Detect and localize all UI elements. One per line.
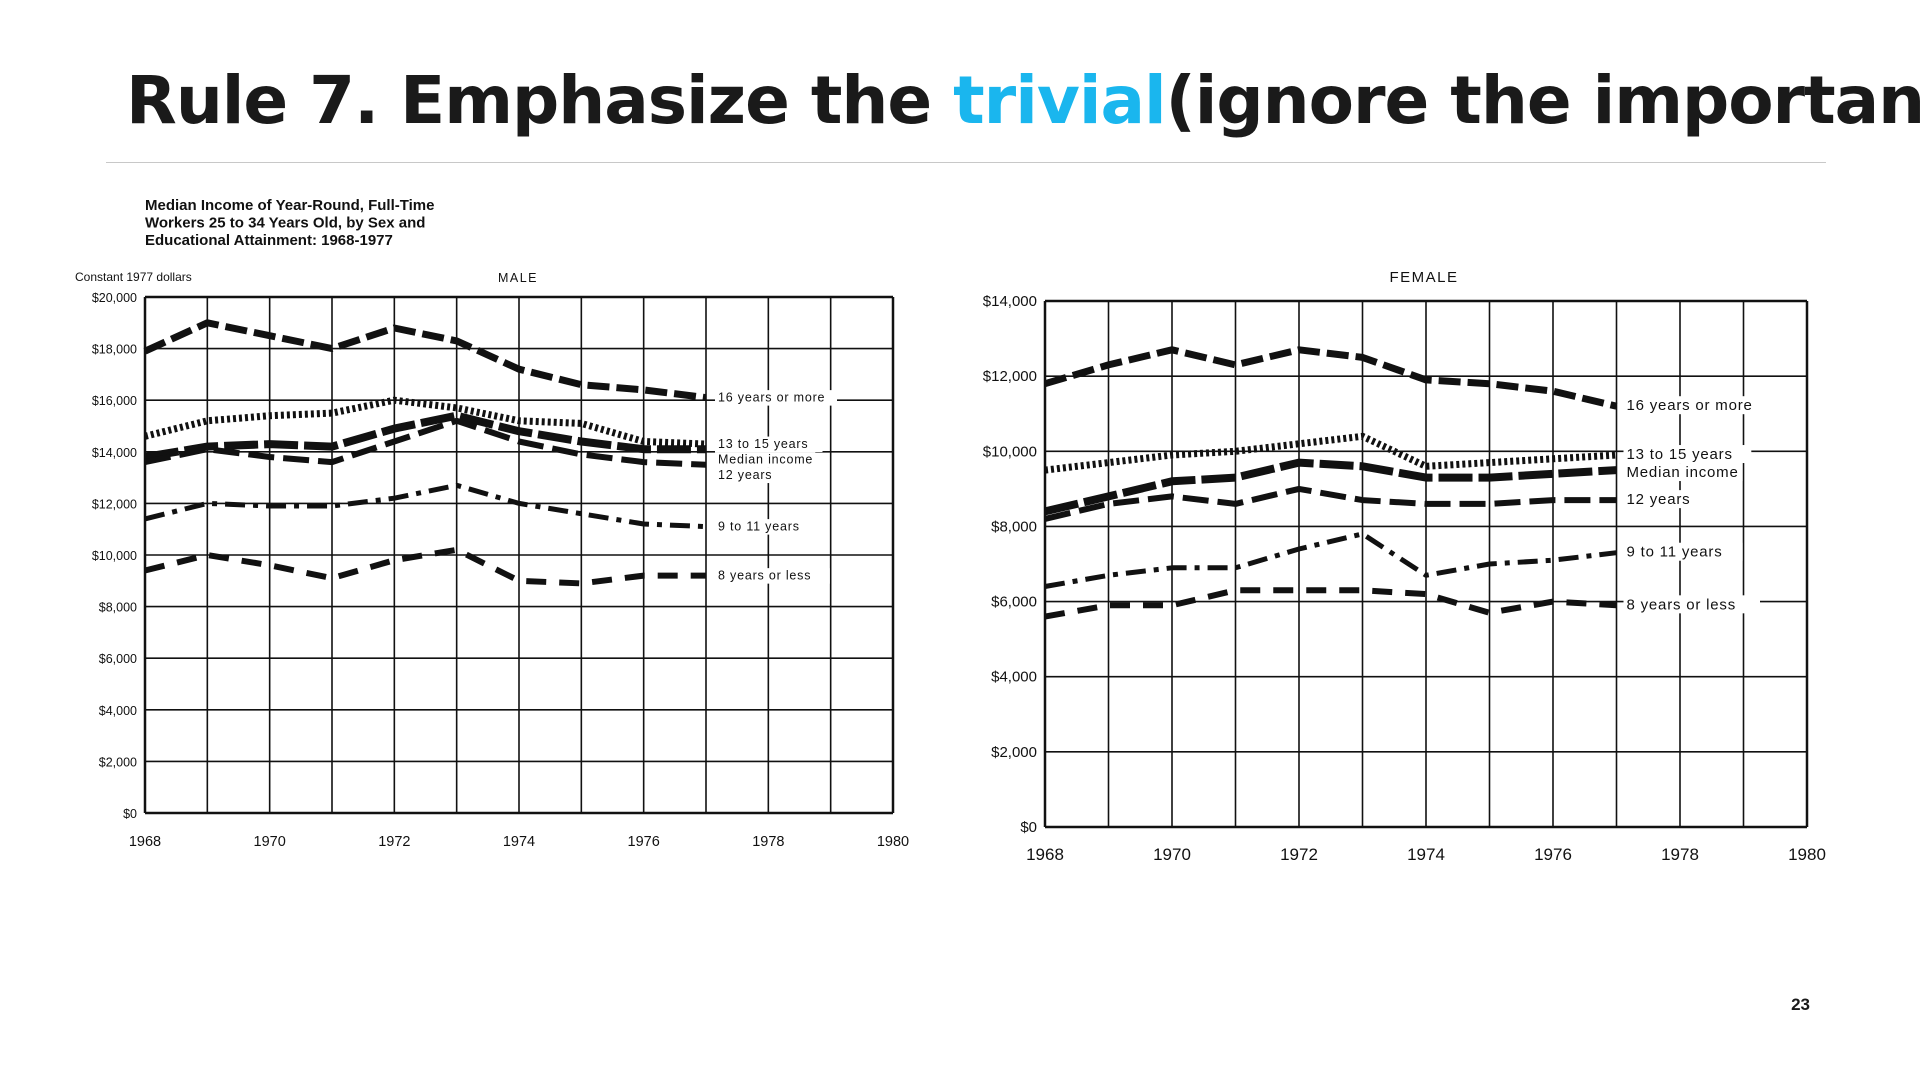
male-series-label-8-years-or-less: 8 years or less xyxy=(718,569,811,583)
male-series-label-9-to-11-years: 9 to 11 years xyxy=(718,520,800,534)
female-x-tick-label: 1972 xyxy=(1280,845,1318,864)
title-divider xyxy=(106,162,1826,163)
male-y-tick-label: $6,000 xyxy=(99,652,137,666)
male-series-label-12-years: 12 years xyxy=(718,468,772,482)
male-series-median-income xyxy=(144,411,706,461)
male-x-tick-label: 1970 xyxy=(254,834,286,850)
female-series-label-bg xyxy=(1623,490,1700,509)
female-series-label-9-to-11-years: 9 to 11 years xyxy=(1627,544,1723,561)
female-series-label-16-years-or-more: 16 years or more xyxy=(1627,397,1753,414)
female-x-tick-label: 1970 xyxy=(1153,845,1191,864)
female-y-tick-label: $10,000 xyxy=(983,443,1037,460)
male-x-tick-label: 1972 xyxy=(378,834,410,850)
female-y-tick-label: $14,000 xyxy=(983,293,1037,310)
female-series-label-bg xyxy=(1623,542,1743,561)
male-series-label-bg xyxy=(715,467,779,484)
female-series-label-median-income: Median income xyxy=(1627,464,1739,481)
male-x-tick-label: 1980 xyxy=(877,834,909,850)
male-y-tick-label: $10,000 xyxy=(92,549,137,563)
male-x-tick-label: 1974 xyxy=(503,834,535,850)
male-series-label-13-to-15-years: 13 to 15 years xyxy=(718,437,808,451)
male-series-label-bg xyxy=(715,452,816,468)
male-series-16-years-or-more xyxy=(143,319,707,402)
male-y-tick-label: $20,000 xyxy=(92,291,137,305)
female-panel-title: FEMALE xyxy=(1389,269,1458,286)
male-series-label-bg xyxy=(715,519,816,535)
female-x-tick-label: 1978 xyxy=(1661,845,1699,864)
female-x-tick-label: 1980 xyxy=(1788,845,1826,864)
male-series-label-median-income: Median income xyxy=(718,453,813,467)
male-y-tick-label: $4,000 xyxy=(99,704,137,718)
male-x-tick-label: 1968 xyxy=(129,834,161,850)
male-y-tick-label: $16,000 xyxy=(92,394,137,408)
figure-title-line: Educational Attainment: 1968-1977 xyxy=(145,232,393,249)
title-suffix: (ignore the important) xyxy=(1165,62,1920,139)
male-series-9-to-11-years xyxy=(144,482,707,530)
male-series-label-bg xyxy=(715,568,830,584)
female-x-tick-label: 1968 xyxy=(1026,845,1064,864)
female-x-tick-label: 1974 xyxy=(1407,845,1445,864)
female-series-12-years xyxy=(1044,485,1617,522)
male-y-tick-label: $18,000 xyxy=(92,343,137,357)
female-series-9-to-11-years xyxy=(1044,531,1617,589)
male-y-tick-label: $14,000 xyxy=(92,446,137,460)
female-x-tick-label: 1976 xyxy=(1534,845,1572,864)
male-y-tick-label: $12,000 xyxy=(92,497,137,511)
female-y-tick-label: $12,000 xyxy=(983,368,1037,385)
male-y-tick-label: $0 xyxy=(123,807,137,821)
male-y-tick-label: $8,000 xyxy=(99,601,137,615)
figure-title-line: Median Income of Year-Round, Full-Time xyxy=(145,197,434,214)
female-series-label-12-years: 12 years xyxy=(1627,491,1691,508)
male-series-label-bg xyxy=(715,436,823,453)
female-y-tick-label: $2,000 xyxy=(991,744,1037,761)
female-y-tick-label: $4,000 xyxy=(991,669,1037,686)
male-series-label-16-years-or-more: 16 years or more xyxy=(718,391,825,405)
page-number: 23 xyxy=(1791,995,1810,1014)
male-panel-title: MALE xyxy=(498,271,538,285)
female-series-median-income xyxy=(1044,458,1617,516)
female-series-label-bg xyxy=(1623,445,1752,464)
female-series-label-bg xyxy=(1623,396,1769,415)
female-y-tick-label: $8,000 xyxy=(991,518,1037,535)
male-x-tick-label: 1978 xyxy=(752,834,784,850)
male-series-label-bg xyxy=(715,390,837,406)
title-prefix: Rule 7. Emphasize the xyxy=(126,62,954,139)
female-series-label-13-to-15-years: 13 to 15 years xyxy=(1627,446,1733,463)
male-series-12-years xyxy=(144,417,707,468)
male-series-13-to-15-years xyxy=(144,396,707,448)
male-y-tick-label: $2,000 xyxy=(99,755,137,769)
female-series-16-years-or-more xyxy=(1044,346,1618,410)
slide-title: Rule 7. Emphasize the trivial(ignore the… xyxy=(126,62,1920,139)
female-series-label-8-years-or-less: 8 years or less xyxy=(1627,596,1737,613)
female-y-tick-label: $0 xyxy=(1020,819,1037,836)
title-highlight: trivial xyxy=(953,62,1167,139)
female-y-tick-label: $6,000 xyxy=(991,594,1037,611)
male-x-tick-label: 1976 xyxy=(628,834,660,850)
male-y-axis-label: Constant 1977 dollars xyxy=(75,270,192,284)
figure-title-line: Workers 25 to 34 Years Old, by Sex and xyxy=(145,215,425,232)
female-series-8-years-or-less xyxy=(1044,587,1617,620)
female-series-label-bg xyxy=(1623,595,1760,614)
female-series-label-bg xyxy=(1623,463,1743,482)
